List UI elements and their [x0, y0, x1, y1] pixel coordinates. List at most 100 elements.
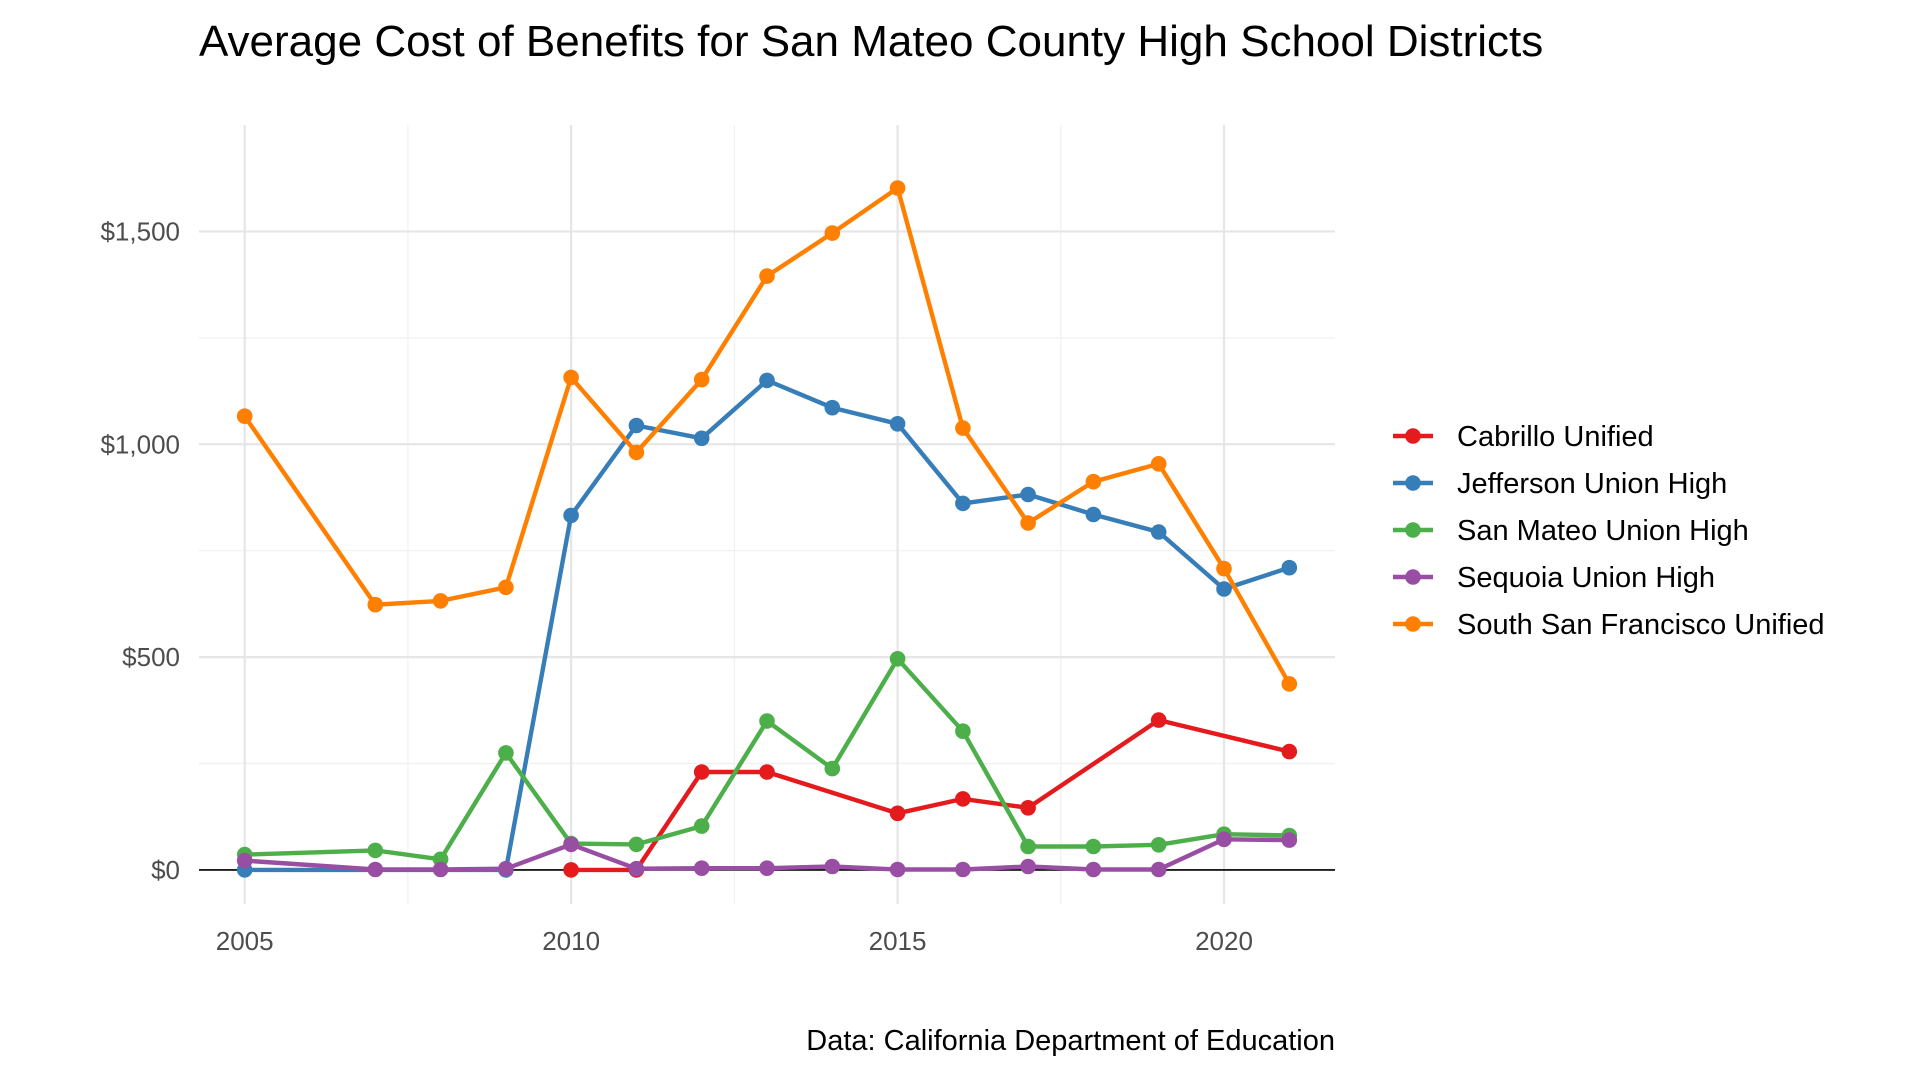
data-point [955, 791, 971, 807]
data-point [498, 579, 514, 596]
data-point [1150, 456, 1167, 472]
data-point [955, 495, 971, 512]
data-point [1020, 800, 1036, 816]
data-point [367, 596, 384, 613]
data-point [693, 430, 710, 447]
data-point [628, 836, 645, 853]
y-tick-label: $0 [151, 855, 180, 885]
data-point [432, 861, 449, 878]
legend-key-point [1405, 475, 1421, 491]
grid [199, 125, 1335, 904]
series-group [236, 651, 1298, 868]
y-tick-label: $1,000 [100, 429, 180, 459]
data-point [693, 860, 710, 876]
legend-item: South San Francisco Unified [1393, 609, 1825, 641]
data-point [824, 858, 841, 875]
legend-item: Cabrillo Unified [1393, 421, 1654, 453]
data-point [236, 852, 253, 869]
legend: Cabrillo Unified Jefferson Union High San … [1393, 421, 1825, 641]
legend-item: Sequoia Union High [1393, 562, 1715, 594]
data-point [563, 369, 579, 386]
data-point [1020, 515, 1036, 531]
legend-label: South San Francisco Unified [1457, 609, 1825, 641]
y-tick-label: $500 [122, 642, 180, 672]
data-point [1150, 712, 1167, 728]
legend-label: Jefferson Union High [1457, 468, 1727, 500]
data-point [563, 836, 579, 853]
series-line [242, 656, 1292, 862]
data-point [1085, 861, 1102, 878]
data-point [1281, 832, 1298, 848]
data-point [1216, 560, 1232, 577]
legend-key-point [1405, 522, 1421, 538]
data-point [236, 408, 253, 425]
data-point [1085, 838, 1102, 855]
x-tick-label: 2010 [542, 926, 600, 956]
data-point [889, 805, 906, 822]
data-point [1281, 743, 1298, 760]
data-point [367, 861, 384, 878]
data-point [693, 371, 710, 388]
data-point [1020, 486, 1036, 503]
data-point [889, 861, 906, 878]
series-group [563, 712, 1298, 878]
legend-item: Jefferson Union High [1393, 468, 1727, 500]
data-point [889, 180, 906, 196]
series-line [242, 185, 1292, 687]
data-point [759, 713, 775, 729]
data-point [889, 416, 906, 432]
data-point [1085, 473, 1102, 490]
series-group [236, 372, 1298, 878]
legend-label: Sequoia Union High [1457, 562, 1715, 594]
data-point [1216, 831, 1232, 848]
y-tick-label: $1,500 [100, 216, 180, 246]
data-point [498, 860, 514, 877]
data-point [1150, 837, 1167, 853]
data-point [432, 593, 449, 609]
data-point [628, 444, 645, 461]
data-point [759, 764, 775, 780]
legend-item: San Mateo Union High [1393, 515, 1749, 547]
data-point [1085, 506, 1102, 523]
data-point [628, 860, 645, 877]
data-point [498, 745, 514, 761]
series-line [242, 378, 1292, 873]
data-point [693, 764, 710, 780]
x-tick-label: 2005 [216, 926, 274, 956]
data-point [628, 417, 645, 434]
legend-key-point [1405, 428, 1421, 444]
data-point [563, 507, 579, 524]
data-point [1281, 559, 1298, 576]
data-point [1020, 838, 1036, 855]
data-point [824, 225, 841, 241]
series-lines [236, 180, 1298, 878]
data-point [889, 651, 906, 667]
data-point [955, 861, 971, 878]
legend-label: San Mateo Union High [1457, 515, 1749, 547]
data-point [759, 372, 775, 389]
chart-caption: Data: California Department of Education [806, 1025, 1335, 1057]
series-group [236, 180, 1298, 692]
data-point [1216, 581, 1232, 597]
series-group [236, 831, 1298, 878]
x-tick-label: 2015 [869, 926, 927, 956]
data-point [1281, 676, 1298, 692]
data-point [1020, 858, 1036, 875]
data-point [1150, 861, 1167, 878]
legend-key-point [1405, 569, 1421, 585]
data-point [955, 420, 971, 436]
data-point [563, 862, 579, 878]
legend-label: Cabrillo Unified [1457, 421, 1654, 453]
legend-key-point [1405, 616, 1421, 632]
data-point [1150, 524, 1167, 540]
data-point [955, 723, 971, 739]
data-point [824, 399, 841, 416]
data-point [759, 268, 775, 284]
data-point [759, 860, 775, 876]
chart-title: Average Cost of Benefits for San Mateo C… [199, 17, 1543, 66]
data-point [367, 842, 384, 859]
x-tick-label: 2020 [1195, 926, 1253, 956]
series-line [242, 837, 1292, 872]
data-point [693, 818, 710, 834]
